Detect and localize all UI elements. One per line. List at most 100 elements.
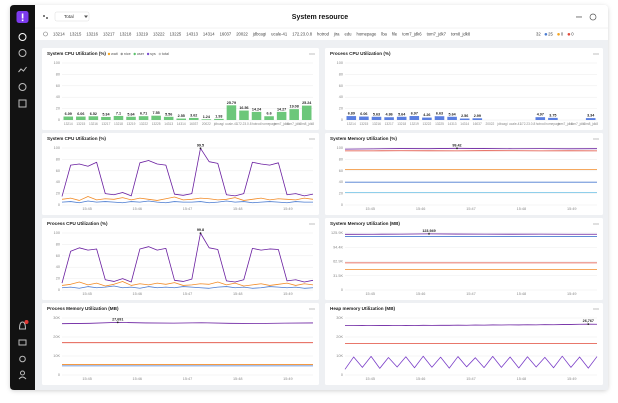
tab[interactable]: edu (345, 31, 353, 36)
panel-grid: System CPU Utilization (%) wait nice user sy… (42, 48, 603, 385)
panel-menu[interactable] (593, 53, 595, 55)
y-tick-label: 40 (56, 95, 60, 99)
panel-menu[interactable] (309, 223, 311, 225)
tab[interactable]: tom7_jdk6 (402, 31, 422, 36)
more-icon[interactable] (576, 16, 578, 18)
x-tick-label: 15:47 (466, 207, 476, 211)
x-tick-label: tom7_jdk7 (287, 122, 302, 126)
y-tick-label: 30K (53, 316, 60, 320)
tab[interactable]: 13218 (120, 31, 132, 36)
bar (113, 115, 124, 120)
tab[interactable]: tom8_jdk8 (451, 31, 471, 36)
panel-menu (311, 138, 313, 140)
nav-icon[interactable] (18, 49, 27, 57)
tab[interactable]: 172.23.0.8 (292, 31, 312, 36)
tab[interactable]: hotrod (317, 31, 330, 36)
x-tick-label: 15:48 (233, 207, 243, 211)
page-title: System resource (292, 14, 349, 21)
nav-icon[interactable] (18, 66, 27, 73)
tab[interactable]: 13219 (136, 31, 148, 36)
bar-value-label: 2.99 (474, 114, 481, 118)
user-icon[interactable] (20, 370, 25, 376)
panel-menu[interactable] (593, 223, 595, 225)
tab[interactable]: 20022 (236, 31, 248, 36)
tab[interactable]: file (392, 31, 398, 36)
tab[interactable]: tom7_jdk7 (427, 31, 447, 36)
x-tick-label: 13222 (139, 122, 148, 126)
bar-value-label: 5.64 (127, 112, 135, 116)
panel-menu (597, 223, 599, 225)
bar-value-label: 25.24 (302, 101, 312, 105)
tab[interactable]: lba (381, 31, 387, 36)
x-tick-label: tom7_jdk6 (274, 122, 289, 126)
peak-label: 99.8 (197, 228, 204, 232)
peak-marker (116, 321, 119, 324)
tab[interactable]: 13217 (103, 31, 115, 36)
x-tick-label: 15:45 (365, 292, 375, 296)
menu-icon[interactable] (43, 15, 45, 17)
bar-value-label: 7.1 (116, 111, 121, 115)
bar (151, 115, 161, 120)
tab[interactable]: 13215 (70, 31, 82, 36)
legend-swatch (146, 52, 150, 56)
x-tick-label: 15:49 (283, 377, 293, 381)
panel-title: Process CPU Utilization (%) (330, 51, 391, 56)
bar-value-label: 14.27 (277, 107, 286, 111)
tab[interactable]: 13225 (170, 31, 182, 36)
bar (264, 116, 274, 120)
panel: Process CPU Utilization (%) 0 20 40 60 80 100 1… (325, 48, 603, 130)
bar-value-label: 3.34 (587, 114, 595, 118)
bar (163, 116, 174, 120)
tab[interactable]: 13216 (86, 31, 98, 36)
y-tick-label: 100 (54, 231, 60, 235)
panel-menu[interactable] (309, 53, 311, 55)
x-tick-label: hotrod (536, 122, 545, 126)
bar-value-label: 6.52 (90, 112, 97, 116)
panel-menu[interactable] (309, 138, 311, 140)
bar (301, 105, 312, 120)
tab[interactable]: 14313 (186, 31, 198, 36)
refresh-icon[interactable] (43, 31, 48, 37)
y-tick-label: 100 (337, 61, 343, 65)
help-icon[interactable] (589, 13, 597, 21)
x-tick-label: 15:49 (283, 292, 293, 296)
y-tick-label: 62.9K (333, 260, 343, 264)
line-series (61, 321, 314, 325)
tab[interactable]: 13214 (53, 31, 65, 36)
bar (214, 118, 224, 120)
settings-icon[interactable] (19, 355, 26, 363)
tab[interactable]: homepage (357, 31, 377, 36)
x-tick-label: 13218 (114, 122, 123, 126)
nav-icon[interactable] (18, 99, 27, 108)
tab[interactable]: 13222 (153, 31, 165, 36)
bar-value-label: 16.56 (239, 106, 248, 110)
x-tick-label: 15:47 (466, 377, 476, 381)
y-tick-label: 0 (58, 118, 60, 122)
tab[interactable]: jira (333, 31, 340, 36)
x-tick-label: 13217 (101, 122, 110, 126)
line-series (61, 281, 314, 287)
x-tick-label: 15:49 (567, 207, 577, 211)
tab[interactable]: 16037 (220, 31, 232, 36)
user-icon (18, 376, 27, 380)
notification-icon[interactable] (18, 321, 27, 330)
bar (63, 116, 74, 120)
panel-menu (311, 223, 313, 225)
bar (396, 116, 407, 120)
panel-title: System CPU Utilization (%) (47, 136, 106, 141)
legend-label: total (162, 52, 169, 56)
panel-menu[interactable] (309, 308, 311, 310)
nav-icon[interactable] (18, 83, 27, 91)
selector[interactable] (54, 11, 90, 22)
tab[interactable]: 14314 (203, 31, 215, 36)
panel-menu[interactable] (593, 138, 595, 140)
nav-icon[interactable] (18, 33, 27, 41)
chat-icon[interactable] (18, 339, 27, 346)
tab[interactable]: ucale-41 (271, 31, 288, 36)
y-tick-label: 20 (339, 107, 343, 111)
panel-menu (311, 308, 313, 310)
bar-value-label: 14.24 (252, 107, 262, 111)
panel-menu[interactable] (593, 308, 595, 310)
tab[interactable]: jdbcagi (252, 31, 266, 36)
